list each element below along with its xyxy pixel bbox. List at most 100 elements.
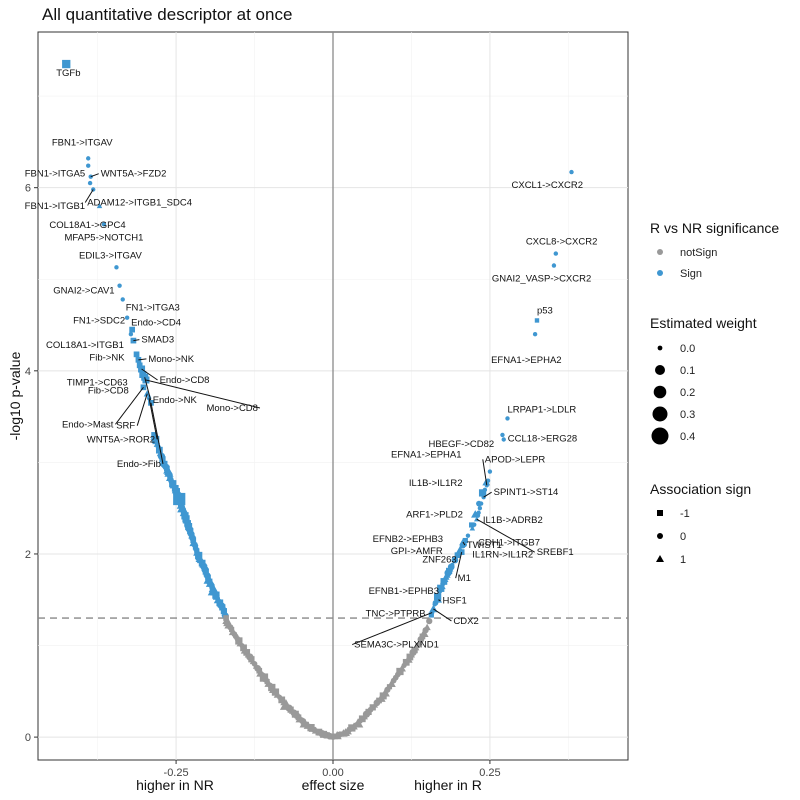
label-leader-line <box>84 189 94 203</box>
trend-point <box>202 568 209 575</box>
point-label: FN1->SDC2 <box>73 316 125 327</box>
labeled-point <box>477 505 483 511</box>
trend-point <box>155 446 163 454</box>
cloud-point <box>291 710 299 718</box>
legend-swatch <box>657 270 663 276</box>
point-label: TWIST1 <box>467 540 502 551</box>
cloud-point <box>207 584 220 596</box>
labeled-point <box>133 351 140 358</box>
legend-shape-triangle <box>656 555 664 562</box>
trend-point <box>268 683 276 692</box>
point-label: COL18A1->ITGB1 <box>46 340 124 351</box>
labeled-point <box>62 59 71 69</box>
label-leader-line <box>438 599 441 602</box>
y-tick-label: 0 <box>25 732 31 744</box>
point-label: TIMP1->CD63 <box>67 377 128 388</box>
trend-point <box>240 644 247 652</box>
point-label: Endo->CD8 <box>160 375 210 386</box>
point-label: ARF1->PLD2 <box>406 510 463 521</box>
trend-point <box>478 489 487 497</box>
x-tick-label: 0.25 <box>479 767 500 779</box>
cloud-point <box>164 467 173 476</box>
point-label: Fib->CD8 <box>88 385 129 396</box>
labeled-point <box>135 356 142 363</box>
trend-point <box>278 696 286 704</box>
point-label: EFNB2->EPHB3 <box>373 534 444 545</box>
point-label: COL18A1->GPC4 <box>49 220 125 231</box>
point-label: GPI->AMFR <box>391 546 443 557</box>
point-label: WNT5A->FZD2 <box>101 169 167 180</box>
cloud-point <box>168 477 174 484</box>
data-points <box>62 59 574 740</box>
trend-point <box>387 679 396 688</box>
labeled-point <box>472 522 477 527</box>
point-label: EDIL3->ITGAV <box>79 250 143 261</box>
point-label: MFAP5->NOTCH1 <box>64 232 143 243</box>
point-label: SREBF1 <box>537 547 574 558</box>
point-label: ADAM12->ITGB1_SDC4 <box>87 198 192 209</box>
cloud-point <box>177 502 188 513</box>
point-label: TGFb <box>56 68 80 79</box>
point-label: HSF1 <box>442 596 466 607</box>
labeled-point <box>128 331 134 337</box>
label-leader-line <box>115 386 144 425</box>
labeled-point <box>569 169 574 175</box>
point-label: HBEGF->CD82 <box>428 439 494 450</box>
cloud-point <box>188 532 196 539</box>
legend: R vs NR significance notSign Sign Estimated… <box>650 220 779 566</box>
point-label: WNT5A->ROR2 <box>87 434 155 445</box>
cloud-point <box>268 685 278 693</box>
cloud-point <box>403 654 413 663</box>
cloud-point <box>379 692 387 700</box>
cloud-point <box>436 587 443 594</box>
labeled-point <box>485 478 491 483</box>
trend-point <box>469 522 475 528</box>
point-label: FBN1->ITGA5 <box>25 169 85 180</box>
labeled-point <box>532 331 538 337</box>
x-tick-label: -0.25 <box>164 767 189 779</box>
cloud-point <box>171 485 181 494</box>
y-tick-label: 6 <box>25 183 31 195</box>
axes: -0.25 0.00 0.25 0 2 4 6 <box>25 32 628 779</box>
label-leader-line <box>433 608 452 622</box>
point-label: FN1->ITGA3 <box>126 302 180 313</box>
labeled-point <box>478 501 484 506</box>
cloud-point <box>201 564 208 571</box>
cloud-point <box>223 618 232 627</box>
point-label: SMAD3 <box>141 335 174 346</box>
cloud-point <box>182 514 189 521</box>
trend-point <box>451 556 459 564</box>
point-label: TNC->PTPRB <box>366 608 426 619</box>
cloud-point <box>423 623 431 631</box>
trend-point <box>426 618 433 625</box>
label-leader-line <box>138 358 147 361</box>
labeled-point <box>482 487 488 493</box>
cloud-point <box>220 606 227 612</box>
cloud-point <box>151 432 157 438</box>
point-label: Endo->NK <box>153 395 198 406</box>
point-label: CXCL1->CXCR2 <box>512 180 584 191</box>
label-leader-line <box>455 552 463 579</box>
labeled-point <box>432 602 437 607</box>
point-label: EFNA1->EPHA1 <box>391 450 462 461</box>
cloud-point <box>193 546 200 553</box>
x-label-left: higher in NR <box>136 777 214 793</box>
cloud-point <box>367 706 374 713</box>
cloud-point <box>240 645 250 654</box>
point-label: FBN1->ITGB1 <box>25 201 85 212</box>
point-label: CDH1->ITGB7 <box>478 538 540 549</box>
point-label: Fib->NK <box>89 352 125 363</box>
point-label: APOD->LEPR <box>485 454 546 465</box>
x-axis-label: effect size <box>302 777 365 793</box>
labeled-point <box>553 251 559 256</box>
legend-shape-square <box>657 510 663 516</box>
point-label: CXCL8->CXCR2 <box>526 237 598 248</box>
labeled-point <box>534 318 540 323</box>
label-leader-line <box>133 339 140 342</box>
labeled-point <box>469 525 476 531</box>
labeled-point <box>501 437 506 442</box>
point-label: p53 <box>537 305 553 316</box>
legend-swatch <box>657 249 663 255</box>
label-leader-line <box>482 459 488 486</box>
legend-item: 0.4 <box>680 431 695 443</box>
